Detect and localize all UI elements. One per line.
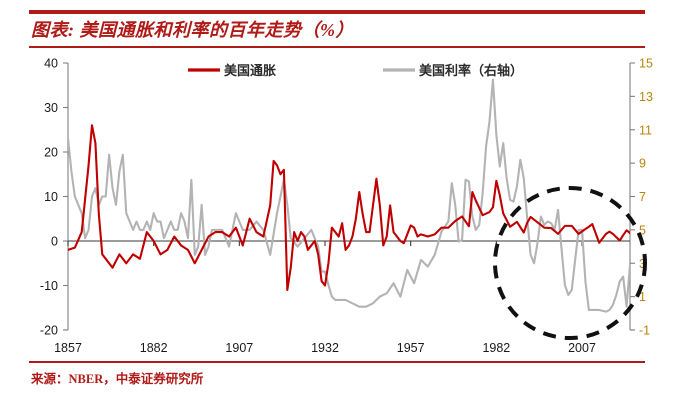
right-axis-label: 5 [639, 223, 646, 237]
x-axis-label: 1957 [397, 341, 425, 353]
right-axis-label: 11 [639, 123, 652, 137]
title-bottom-rule [29, 46, 645, 48]
x-axis-label: 1982 [482, 341, 510, 353]
title-top-rule [29, 10, 645, 14]
footer-rule [29, 361, 645, 363]
x-axis-label: 1882 [140, 341, 168, 353]
legend-label-interest-rate: 美国利率（右轴） [419, 63, 523, 78]
x-axis-label: 2007 [568, 341, 596, 353]
left-axis-label: 40 [44, 57, 58, 71]
left-axis-label: 20 [44, 146, 58, 160]
source-note: 来源：NBER，中泰证券研究所 [31, 372, 204, 386]
chart-plot-area: 40 30 20 10 0 -10 -20 15 13 11 9 7 5 3 1 -1 1857 1882 1907… [0, 48, 674, 354]
left-axis-label: 0 [51, 235, 58, 249]
left-axis-label: -10 [40, 279, 58, 293]
highlight-dashed-circle [493, 186, 647, 340]
right-axis-label: -1 [639, 324, 650, 338]
left-axis-label: 30 [44, 101, 58, 115]
series-line-inflation [68, 124, 630, 291]
right-axis-label: 9 [639, 157, 646, 171]
chart-svg: 40 30 20 10 0 -10 -20 15 13 11 9 7 5 3 1 -1 1857 1882 1907… [40, 57, 653, 354]
x-axis-label: 1932 [311, 341, 339, 353]
right-axis-label: 13 [639, 90, 653, 104]
left-axis-label: -20 [40, 324, 58, 338]
right-axis-label: 7 [639, 190, 646, 204]
x-axis-label: 1857 [54, 341, 82, 353]
right-axis-label: 1 [639, 290, 646, 304]
page-title: 图表: 美国通胀和利率的百年走势（%） [31, 20, 354, 40]
legend-label-inflation: 美国通胀 [224, 63, 276, 78]
right-axis-label: 15 [639, 57, 653, 71]
right-axis-label: 3 [639, 257, 646, 271]
x-axis-label: 1907 [225, 341, 253, 353]
left-axis-label: 10 [44, 190, 58, 204]
series-line-interest-rate [68, 78, 630, 313]
